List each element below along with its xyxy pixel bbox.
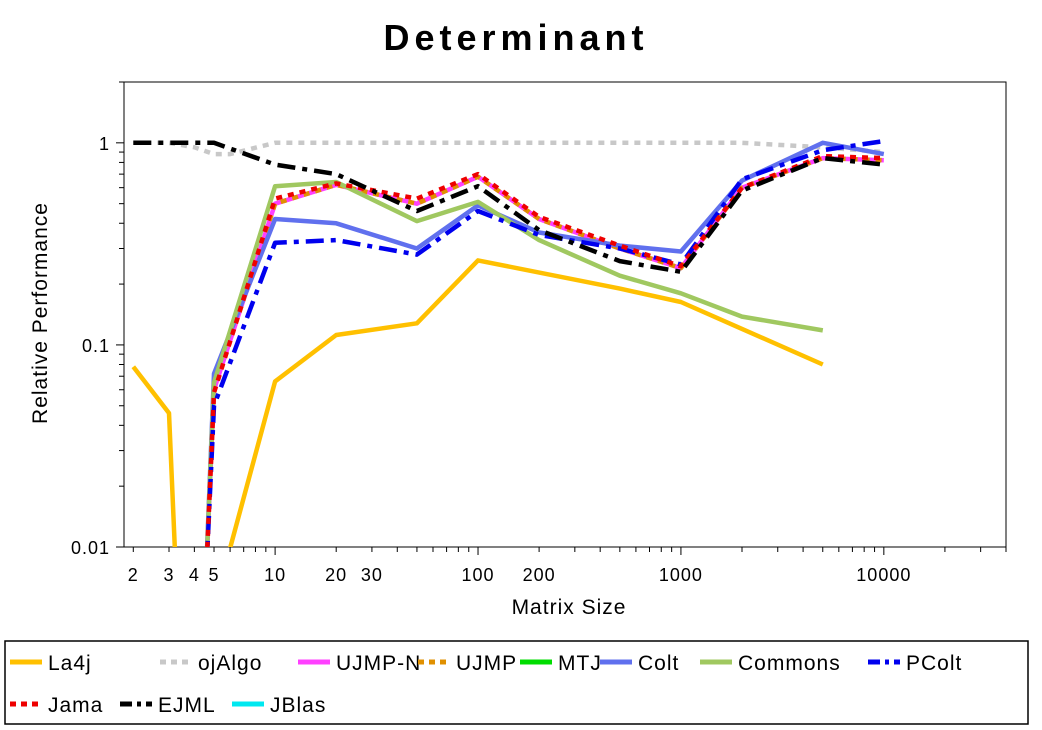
series-line-pcolt: [205, 138, 885, 547]
y-tick-label: 0.01: [71, 538, 110, 558]
plot-frame: [123, 81, 1007, 548]
series-line-la4j: [131, 258, 824, 547]
series-line-colt: [204, 140, 885, 547]
x-tick-label: 2: [128, 565, 139, 585]
legend-label: Jama: [48, 694, 103, 717]
legend-label: PColt: [906, 652, 962, 675]
x-tick-label: 5: [209, 565, 220, 585]
x-tick-label: 30: [361, 565, 383, 585]
legend-box: [4, 640, 1029, 725]
x-tick-label: 10000: [856, 565, 911, 585]
legend-label: Colt: [638, 652, 679, 675]
x-axis-label: Matrix Size: [512, 596, 627, 619]
series-line-commons: [204, 179, 824, 547]
series-layer: [131, 138, 885, 547]
series-line-ejml: [133, 140, 885, 275]
y-tick-label: 1: [99, 134, 110, 154]
legend-label: La4j: [48, 652, 92, 675]
legend-label: EJML: [158, 694, 216, 717]
series-line-ujmp-n: [205, 155, 884, 547]
series-line-ojalgo: [133, 140, 884, 157]
legend-label: JBlas: [270, 694, 326, 717]
x-tick-label: 10: [264, 565, 286, 585]
legend-label: ojAlgo: [198, 652, 262, 675]
legend-label: Commons: [738, 652, 841, 675]
x-tick-label: 20: [325, 565, 347, 585]
series-line-ujmp: [205, 155, 884, 547]
plot-border: [123, 81, 1007, 548]
x-tick-label: 4: [189, 565, 200, 585]
axes-layer: 2 3 4 5 10 20 30 100 200 1000 10000 0.01 0.1 1: [71, 81, 1007, 585]
y-tick-label: 0.1: [82, 336, 110, 356]
x-tick-label: 200: [523, 565, 556, 585]
y-axis-label: Relative Performance: [29, 202, 52, 424]
chart-title: Determinant: [383, 17, 648, 58]
x-tick-label: 1000: [659, 565, 703, 585]
legend: La4j ojAlgo UJMP-N UJMP MTJ Colt Commons PColt J…: [4, 640, 1029, 725]
legend-label: MTJ: [558, 652, 602, 675]
series-line-jama: [205, 153, 884, 547]
legend-label: UJMP: [456, 652, 517, 675]
x-tick-label: 3: [164, 565, 175, 585]
legend-label: UJMP-N: [336, 652, 421, 675]
x-tick-label: 100: [461, 565, 494, 585]
